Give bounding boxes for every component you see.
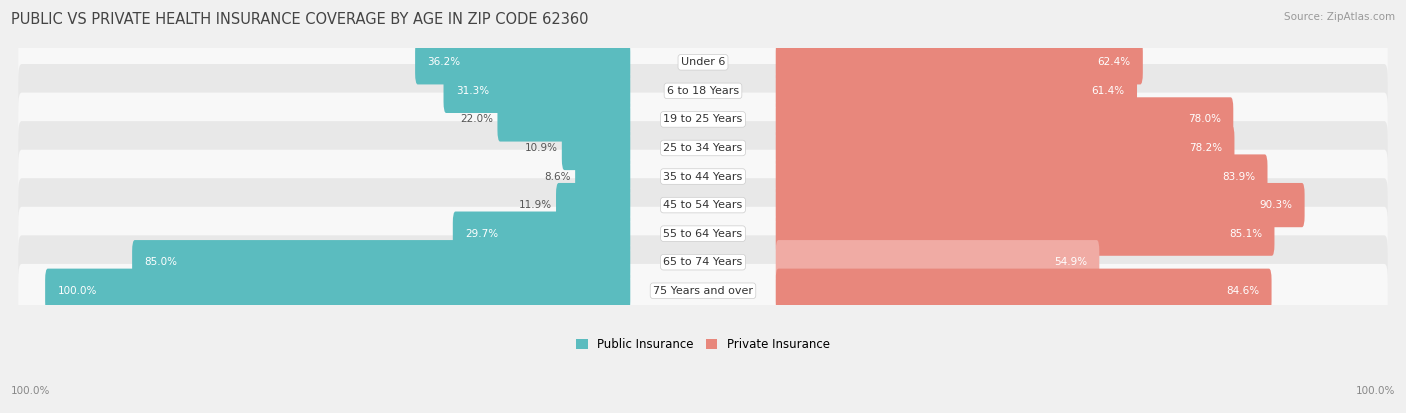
Text: 65 to 74 Years: 65 to 74 Years <box>664 257 742 267</box>
Text: 45 to 54 Years: 45 to 54 Years <box>664 200 742 210</box>
Text: 10.9%: 10.9% <box>524 143 558 153</box>
FancyBboxPatch shape <box>776 183 1305 227</box>
FancyBboxPatch shape <box>498 97 630 142</box>
FancyBboxPatch shape <box>555 183 630 227</box>
Text: 22.0%: 22.0% <box>461 114 494 124</box>
Text: 29.7%: 29.7% <box>465 229 498 239</box>
FancyBboxPatch shape <box>443 69 630 113</box>
FancyBboxPatch shape <box>575 154 630 199</box>
FancyBboxPatch shape <box>18 178 1388 232</box>
Text: 36.2%: 36.2% <box>427 57 461 67</box>
FancyBboxPatch shape <box>776 268 1271 313</box>
FancyBboxPatch shape <box>562 126 630 170</box>
FancyBboxPatch shape <box>45 268 630 313</box>
Text: 55 to 64 Years: 55 to 64 Years <box>664 229 742 239</box>
FancyBboxPatch shape <box>18 235 1388 289</box>
Text: 84.6%: 84.6% <box>1226 286 1260 296</box>
FancyBboxPatch shape <box>18 36 1388 89</box>
Text: 75 Years and over: 75 Years and over <box>652 286 754 296</box>
Text: 83.9%: 83.9% <box>1222 171 1256 182</box>
FancyBboxPatch shape <box>776 154 1267 199</box>
Text: 6 to 18 Years: 6 to 18 Years <box>666 86 740 96</box>
Text: 8.6%: 8.6% <box>544 171 571 182</box>
FancyBboxPatch shape <box>18 207 1388 261</box>
FancyBboxPatch shape <box>776 69 1137 113</box>
FancyBboxPatch shape <box>18 64 1388 118</box>
FancyBboxPatch shape <box>18 264 1388 318</box>
Text: 85.1%: 85.1% <box>1229 229 1263 239</box>
Text: 11.9%: 11.9% <box>519 200 553 210</box>
Legend: Public Insurance, Private Insurance: Public Insurance, Private Insurance <box>571 333 835 356</box>
Text: 31.3%: 31.3% <box>456 86 489 96</box>
FancyBboxPatch shape <box>776 211 1274 256</box>
Text: 19 to 25 Years: 19 to 25 Years <box>664 114 742 124</box>
Text: 78.0%: 78.0% <box>1188 114 1220 124</box>
FancyBboxPatch shape <box>18 93 1388 146</box>
FancyBboxPatch shape <box>776 126 1234 170</box>
FancyBboxPatch shape <box>18 150 1388 203</box>
Text: 85.0%: 85.0% <box>145 257 177 267</box>
FancyBboxPatch shape <box>18 121 1388 175</box>
Text: 90.3%: 90.3% <box>1260 200 1292 210</box>
Text: 35 to 44 Years: 35 to 44 Years <box>664 171 742 182</box>
FancyBboxPatch shape <box>776 240 1099 284</box>
FancyBboxPatch shape <box>415 40 630 84</box>
Text: Source: ZipAtlas.com: Source: ZipAtlas.com <box>1284 12 1395 22</box>
Text: 100.0%: 100.0% <box>1355 387 1395 396</box>
FancyBboxPatch shape <box>132 240 630 284</box>
Text: 25 to 34 Years: 25 to 34 Years <box>664 143 742 153</box>
Text: 78.2%: 78.2% <box>1189 143 1222 153</box>
Text: 54.9%: 54.9% <box>1053 257 1087 267</box>
Text: PUBLIC VS PRIVATE HEALTH INSURANCE COVERAGE BY AGE IN ZIP CODE 62360: PUBLIC VS PRIVATE HEALTH INSURANCE COVER… <box>11 12 589 27</box>
Text: 100.0%: 100.0% <box>58 286 97 296</box>
FancyBboxPatch shape <box>776 97 1233 142</box>
Text: 62.4%: 62.4% <box>1097 57 1130 67</box>
FancyBboxPatch shape <box>453 211 630 256</box>
Text: 61.4%: 61.4% <box>1091 86 1125 96</box>
Text: Under 6: Under 6 <box>681 57 725 67</box>
Text: 100.0%: 100.0% <box>11 387 51 396</box>
FancyBboxPatch shape <box>776 40 1143 84</box>
